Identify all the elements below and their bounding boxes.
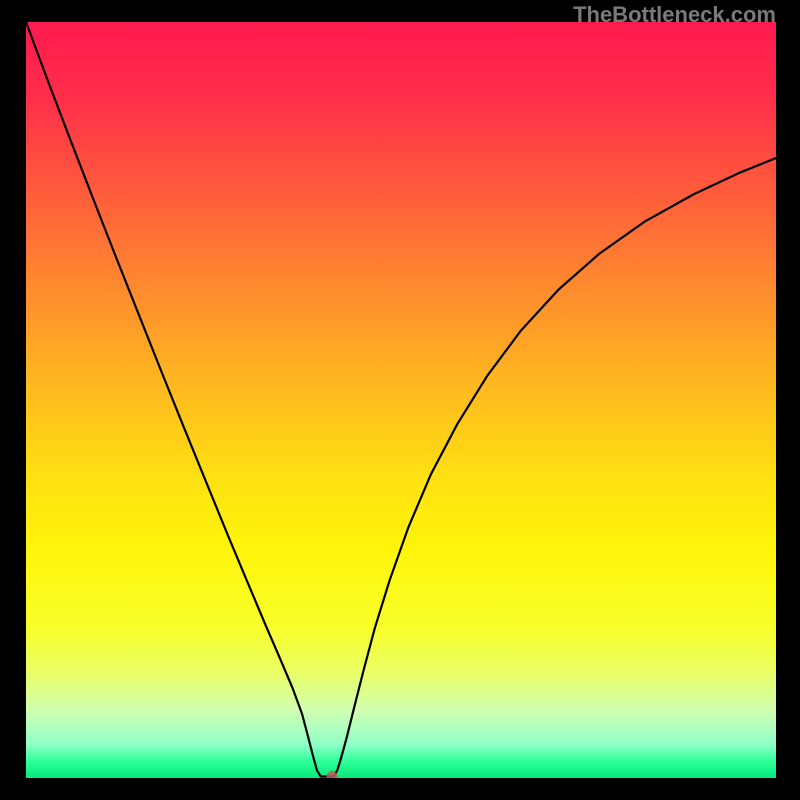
chart-container: TheBottleneck.com: [0, 0, 800, 800]
plot-area: [26, 22, 776, 778]
watermark-text: TheBottleneck.com: [573, 2, 776, 28]
gradient-background: [26, 22, 776, 778]
bottleneck-curve-chart: [26, 22, 776, 778]
